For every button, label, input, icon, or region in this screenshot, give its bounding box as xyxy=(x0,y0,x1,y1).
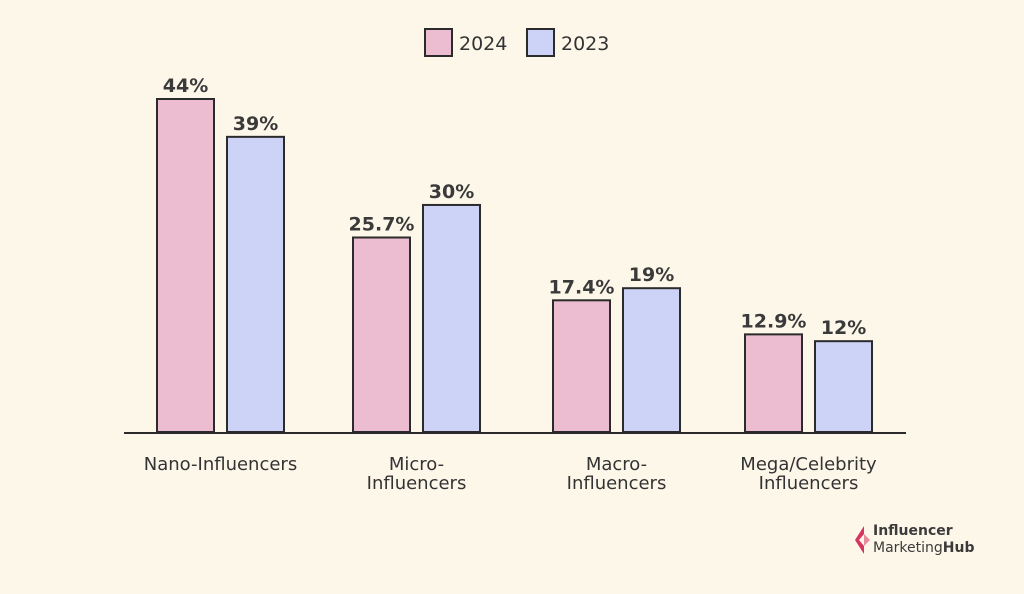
logo-line-2: MarketingHub xyxy=(873,540,975,556)
category-label-2-0: Macro- xyxy=(586,454,647,475)
legend-swatch-2023 xyxy=(526,28,555,57)
legend-label-2023: 2023 xyxy=(561,33,609,55)
category-label-0-0: Nano-Influencers xyxy=(144,454,297,475)
value-label-2023-2: 19% xyxy=(629,264,674,286)
bar-2024-2 xyxy=(552,299,611,433)
bar-2023-3 xyxy=(814,340,873,434)
value-labels: 44% 39% 25.7% 30% 17.4% 19% 12.9% 12% xyxy=(163,75,866,339)
logo-line-1: Influencer xyxy=(873,523,953,539)
legend: 2024 2023 xyxy=(424,28,609,57)
category-label-3-1: Influencers xyxy=(759,473,859,494)
category-label-2-1: Influencers xyxy=(567,473,667,494)
value-label-2023-3: 12% xyxy=(821,317,866,339)
value-label-2024-3: 12.9% xyxy=(741,310,807,332)
value-label-2024-1: 25.7% xyxy=(349,213,415,235)
bar-2024-0 xyxy=(156,98,215,433)
bar-2023-1 xyxy=(422,203,481,433)
influencer-marketing-hub-logo: Influencer MarketingHub xyxy=(853,522,1003,558)
logo-mark-icon xyxy=(855,526,870,554)
category-label-1-1: Influencers xyxy=(367,473,467,494)
value-label-2024-0: 44% xyxy=(163,75,208,97)
category-label-1-0: Micro- xyxy=(389,454,444,475)
logo-line-2a: Marketing xyxy=(873,540,943,556)
category-labels: Nano-Influencers Micro-InfluencersMacro-I… xyxy=(144,454,877,494)
bar-2024-3 xyxy=(744,333,803,433)
value-label-2024-2: 17.4% xyxy=(549,276,615,298)
bar-2024-1 xyxy=(352,236,411,433)
bar-2023-0 xyxy=(226,135,285,433)
legend-swatch-2024 xyxy=(424,28,453,57)
value-label-2023-1: 30% xyxy=(429,181,474,203)
value-label-2023-0: 39% xyxy=(233,113,278,135)
category-label-3-0: Mega/Celebrity xyxy=(740,454,877,475)
logo-line-2b: Hub xyxy=(942,540,975,556)
bar-2023-2 xyxy=(622,287,681,434)
bars xyxy=(156,98,873,434)
legend-label-2024: 2024 xyxy=(459,33,507,55)
